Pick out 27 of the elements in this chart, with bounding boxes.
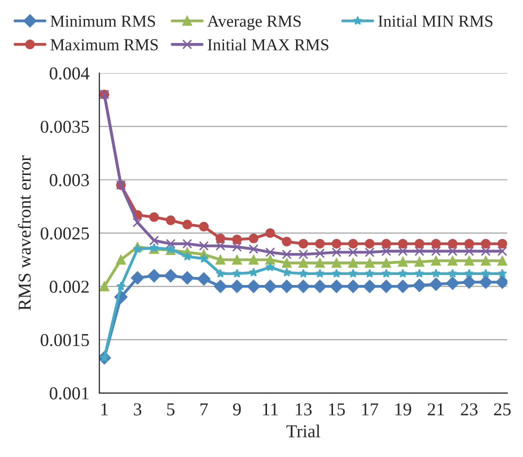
x-tick-label: 15 — [329, 403, 345, 416]
y-tick-label: 0.001 — [50, 387, 89, 400]
y-tick-label: 0.004 — [50, 67, 90, 80]
legend-label: Initial MIN RMS — [378, 15, 492, 27]
x-tick-label: 13 — [296, 403, 312, 416]
y-tick-label: 0.0025 — [40, 227, 89, 240]
x-tick-label: 11 — [263, 403, 278, 416]
x-axis-title: Trial — [286, 424, 320, 438]
x-tick-label: 21 — [428, 403, 444, 416]
x-tick-label: 25 — [494, 403, 511, 416]
y-tick-label: 0.003 — [50, 174, 89, 186]
y-tick-label: 0.0015 — [40, 334, 89, 346]
x-tick-label: 19 — [395, 403, 412, 416]
x-tick-label: 7 — [200, 403, 208, 416]
y-axis-title: RMS wavefront error — [18, 156, 31, 310]
x-tick-label: 9 — [233, 403, 241, 416]
legend-label: Minimum RMS — [50, 16, 156, 27]
legend-label: Maximum RMS — [50, 39, 158, 50]
y-tick-label: 0.0035 — [40, 120, 89, 133]
x-tick-label: 23 — [460, 403, 478, 416]
x-tick-label: 17 — [362, 403, 378, 416]
legend-label: Initial MAX RMS — [208, 38, 328, 50]
x-tick-label: 1 — [101, 403, 108, 416]
x-tick-label: 3 — [134, 403, 142, 416]
y-tick-label: 0.002 — [50, 280, 89, 293]
x-tick-label: 5 — [167, 403, 174, 416]
legend-label: Average RMS — [207, 16, 301, 30]
